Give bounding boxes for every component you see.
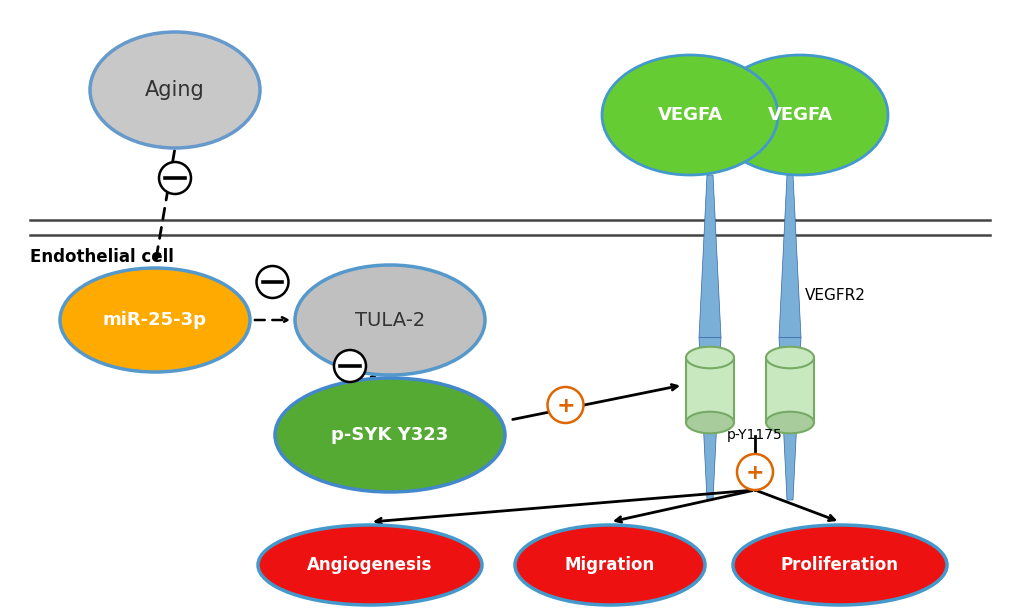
Circle shape <box>333 350 366 382</box>
Text: TULA-2: TULA-2 <box>355 311 425 330</box>
Text: Endothelial cell: Endothelial cell <box>30 248 173 266</box>
Circle shape <box>256 266 288 298</box>
Ellipse shape <box>515 525 704 605</box>
Text: VEGFR2: VEGFR2 <box>804 288 865 303</box>
Ellipse shape <box>258 525 482 605</box>
Polygon shape <box>698 175 720 337</box>
Ellipse shape <box>294 265 484 375</box>
Bar <box>686 358 734 423</box>
Ellipse shape <box>765 347 813 368</box>
Ellipse shape <box>601 55 777 175</box>
Circle shape <box>737 454 772 490</box>
Text: Proliferation: Proliferation <box>781 556 898 574</box>
Polygon shape <box>698 337 720 500</box>
Text: p-SYK Y323: p-SYK Y323 <box>331 426 448 444</box>
Text: p-Y1175: p-Y1175 <box>727 428 783 442</box>
Text: +: + <box>555 396 575 416</box>
Ellipse shape <box>90 32 260 148</box>
Text: +: + <box>745 463 763 483</box>
Bar <box>765 358 813 423</box>
Ellipse shape <box>733 525 946 605</box>
Text: VEGFA: VEGFA <box>766 106 832 124</box>
Ellipse shape <box>711 55 888 175</box>
Ellipse shape <box>60 268 250 372</box>
Text: Angiogenesis: Angiogenesis <box>307 556 432 574</box>
Ellipse shape <box>686 347 734 368</box>
Ellipse shape <box>765 412 813 434</box>
Text: Migration: Migration <box>565 556 654 574</box>
Polygon shape <box>779 175 800 337</box>
Ellipse shape <box>686 412 734 434</box>
Text: VEGFA: VEGFA <box>657 106 721 124</box>
Text: miR-25-3p: miR-25-3p <box>103 311 207 329</box>
Ellipse shape <box>275 378 504 492</box>
Circle shape <box>547 387 583 423</box>
Circle shape <box>159 162 191 194</box>
Text: Aging: Aging <box>145 80 205 100</box>
Polygon shape <box>779 337 800 500</box>
